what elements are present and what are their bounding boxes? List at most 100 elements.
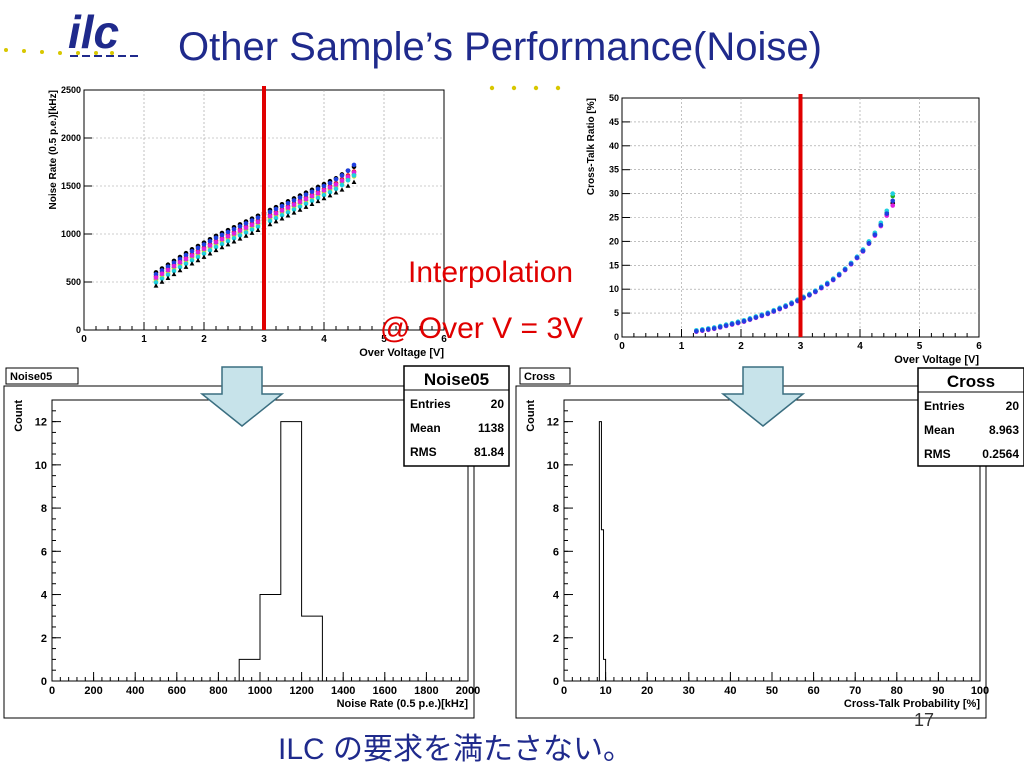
data-point: [219, 236, 225, 242]
data-point: [694, 328, 699, 334]
data-point: [279, 203, 285, 209]
x-tick-label: 70: [849, 685, 861, 697]
data-point: [153, 283, 159, 288]
data-point: [333, 182, 339, 187]
data-point: [177, 264, 183, 270]
data-point: [231, 236, 237, 241]
data-point: [753, 315, 759, 320]
x-axis-label: Noise Rate (0.5 p.e.)[kHz]: [337, 698, 469, 710]
x-tick-label: 0: [561, 685, 567, 697]
y-tick-label: 30: [609, 189, 619, 199]
data-point: [303, 192, 309, 197]
down-arrow-left: [199, 366, 285, 427]
y-tick-label: 0: [41, 676, 47, 688]
data-point: [243, 221, 249, 226]
y-tick-label: 5: [614, 308, 619, 318]
data-point: [159, 279, 165, 284]
data-point: [777, 306, 782, 312]
data-point: [297, 199, 303, 205]
data-point: [213, 247, 219, 253]
data-point: [723, 323, 729, 328]
data-point: [165, 264, 171, 269]
data-point: [165, 275, 171, 280]
data-point: [866, 241, 872, 246]
stats-label: RMS: [410, 445, 437, 459]
data-point: [327, 180, 333, 186]
data-point: [195, 249, 201, 255]
data-point: [333, 186, 339, 192]
data-point: [345, 177, 351, 183]
data-point: [339, 182, 345, 188]
data-point: [309, 201, 315, 207]
x-axis-label: Cross-Talk Probability [%]: [844, 698, 980, 710]
x-tick-label: 0: [81, 334, 87, 345]
data-point: [195, 254, 201, 260]
data-point: [813, 289, 818, 294]
stats-box: [403, 365, 510, 467]
data-point: [231, 231, 237, 236]
x-tick-label: 2: [201, 334, 207, 345]
x-tick-label: 100: [971, 685, 989, 697]
data-point: [765, 311, 771, 316]
hist-name-label: Cross: [524, 371, 555, 383]
data-point: [225, 234, 231, 239]
stats-value: 0.2564: [982, 447, 1019, 461]
stats-title: Cross: [947, 372, 995, 391]
data-point: [854, 255, 860, 260]
data-point: [171, 263, 177, 269]
stats-label: Entries: [410, 397, 451, 411]
data-point: [213, 244, 219, 250]
data-point: [189, 253, 195, 258]
data-point: [237, 228, 243, 233]
data-point: [189, 248, 195, 254]
x-tick-label: 50: [766, 685, 778, 697]
data-point: [819, 285, 824, 291]
x-tick-label: 20: [641, 685, 653, 697]
y-tick-label: 0: [614, 332, 619, 342]
stats-value: 1138: [478, 421, 504, 435]
data-point: [339, 178, 345, 184]
data-point: [339, 173, 345, 178]
data-point: [327, 185, 333, 190]
data-point: [279, 208, 285, 213]
data-point: [711, 326, 717, 331]
hist-name-tab: [519, 367, 571, 385]
data-point: [207, 243, 213, 248]
y-tick-label: 8: [553, 503, 559, 515]
data-point: [747, 317, 753, 322]
cross-histogram: Cross 0 10 20 30 40 50 60 70 80 90 100 0 2 4 6 8 10 12 Cros…: [515, 367, 1024, 719]
data-point: [153, 272, 159, 277]
data-point: [741, 318, 747, 324]
data-point: [273, 211, 279, 216]
x-axis-label: Over Voltage [V]: [359, 347, 444, 359]
data-point: [231, 239, 237, 244]
data-point: [237, 233, 243, 238]
data-point: [890, 191, 896, 196]
data-point: [291, 210, 297, 215]
series-7: [153, 179, 357, 288]
data-point: [345, 174, 351, 180]
data-point: [351, 162, 357, 168]
data-point: [309, 193, 315, 199]
data-point: [183, 264, 189, 269]
data-point: [729, 321, 735, 327]
data-point: [291, 207, 297, 212]
data-point: [273, 215, 279, 221]
data-point: [159, 276, 165, 281]
x-tick-label: 10: [599, 685, 611, 697]
data-point: [836, 272, 842, 278]
stats-value: 20: [491, 397, 505, 411]
data-point: [213, 235, 219, 241]
data-point: [267, 213, 273, 219]
y-axis-label: Count: [525, 400, 537, 432]
data-point: [700, 328, 705, 333]
decorative-dots-left: [4, 48, 114, 55]
y-tick-label: 12: [547, 417, 559, 429]
stats-value: 20: [1006, 399, 1020, 413]
data-point: [183, 252, 189, 258]
data-point: [201, 242, 207, 247]
data-point: [219, 244, 225, 250]
stats-title: Noise05: [424, 370, 489, 389]
